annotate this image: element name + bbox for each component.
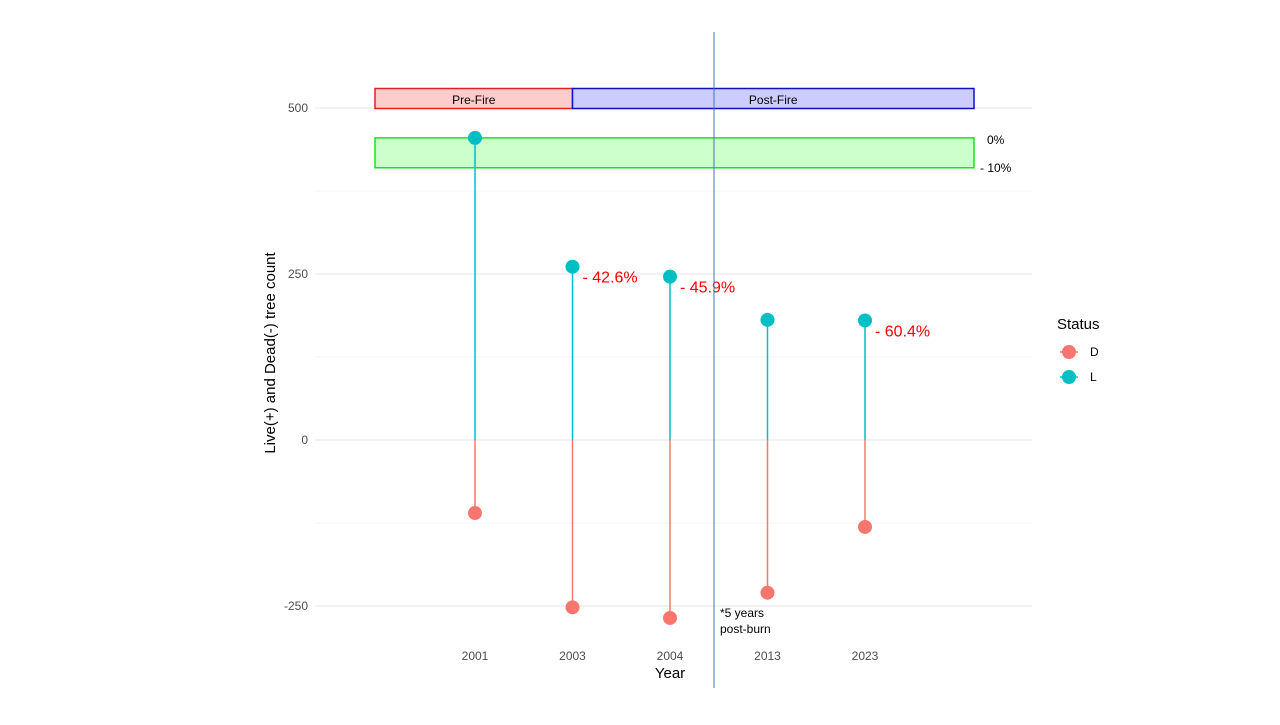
point-l	[760, 312, 775, 327]
point-d	[565, 600, 580, 615]
percent-change-label: - 60.4%	[875, 323, 930, 340]
legend-title: Status	[1057, 316, 1100, 333]
point-l	[565, 259, 580, 274]
legend-key-point	[1062, 345, 1076, 359]
point-layer	[468, 130, 872, 625]
reference-band	[374, 137, 975, 169]
y-tick-label: 500	[288, 101, 308, 115]
y-axis-title: Live(+) and Dead(-) tree count	[262, 251, 279, 453]
phase-bar-label: Pre-Fire	[452, 93, 496, 107]
annotation-layer: Pre-Fire Post-Fire 0% - 10% - 42.6% - 45.9% - …	[374, 87, 1012, 340]
point-d	[468, 506, 482, 521]
x-tick-label: 2023	[852, 649, 879, 663]
x-tick-label: 2004	[657, 649, 684, 663]
point-d	[760, 585, 775, 600]
y-tick-label: -250	[284, 599, 308, 613]
point-d	[858, 519, 872, 534]
y-tick-label: 0	[301, 433, 308, 447]
phase-bar	[571, 87, 975, 110]
phase-bar-label: Post-Fire	[749, 93, 798, 107]
point-d	[663, 610, 677, 625]
percent-change-label: - 42.6%	[583, 270, 638, 287]
vline-layer: *5 years post-burn	[713, 32, 771, 688]
point-l	[858, 313, 872, 328]
x-tick-label: 2001	[462, 649, 489, 663]
legend-key-point	[1062, 370, 1076, 384]
x-tick-label: 2013	[754, 649, 781, 663]
percent-change-label: - 45.9%	[680, 280, 735, 297]
stem-layer	[474, 137, 866, 618]
vertical-line-label: *5 years	[720, 606, 764, 620]
vertical-line-label: post-burn	[720, 622, 771, 636]
grid-layer	[315, 107, 1032, 607]
reference-band-bottom-label: - 10%	[980, 161, 1012, 175]
reference-band-top-label: 0%	[987, 133, 1005, 147]
legend: Status DL	[1057, 316, 1100, 384]
point-l	[663, 269, 677, 284]
x-tick-label: 2003	[559, 649, 586, 663]
point-l	[468, 130, 482, 145]
x-axis-title: Year	[655, 665, 685, 682]
legend-label: D	[1090, 345, 1099, 359]
axis-layer: Year Live(+) and Dead(-) tree count -250…	[262, 101, 879, 682]
legend-label: L	[1090, 370, 1097, 384]
y-tick-label: 250	[288, 267, 308, 281]
